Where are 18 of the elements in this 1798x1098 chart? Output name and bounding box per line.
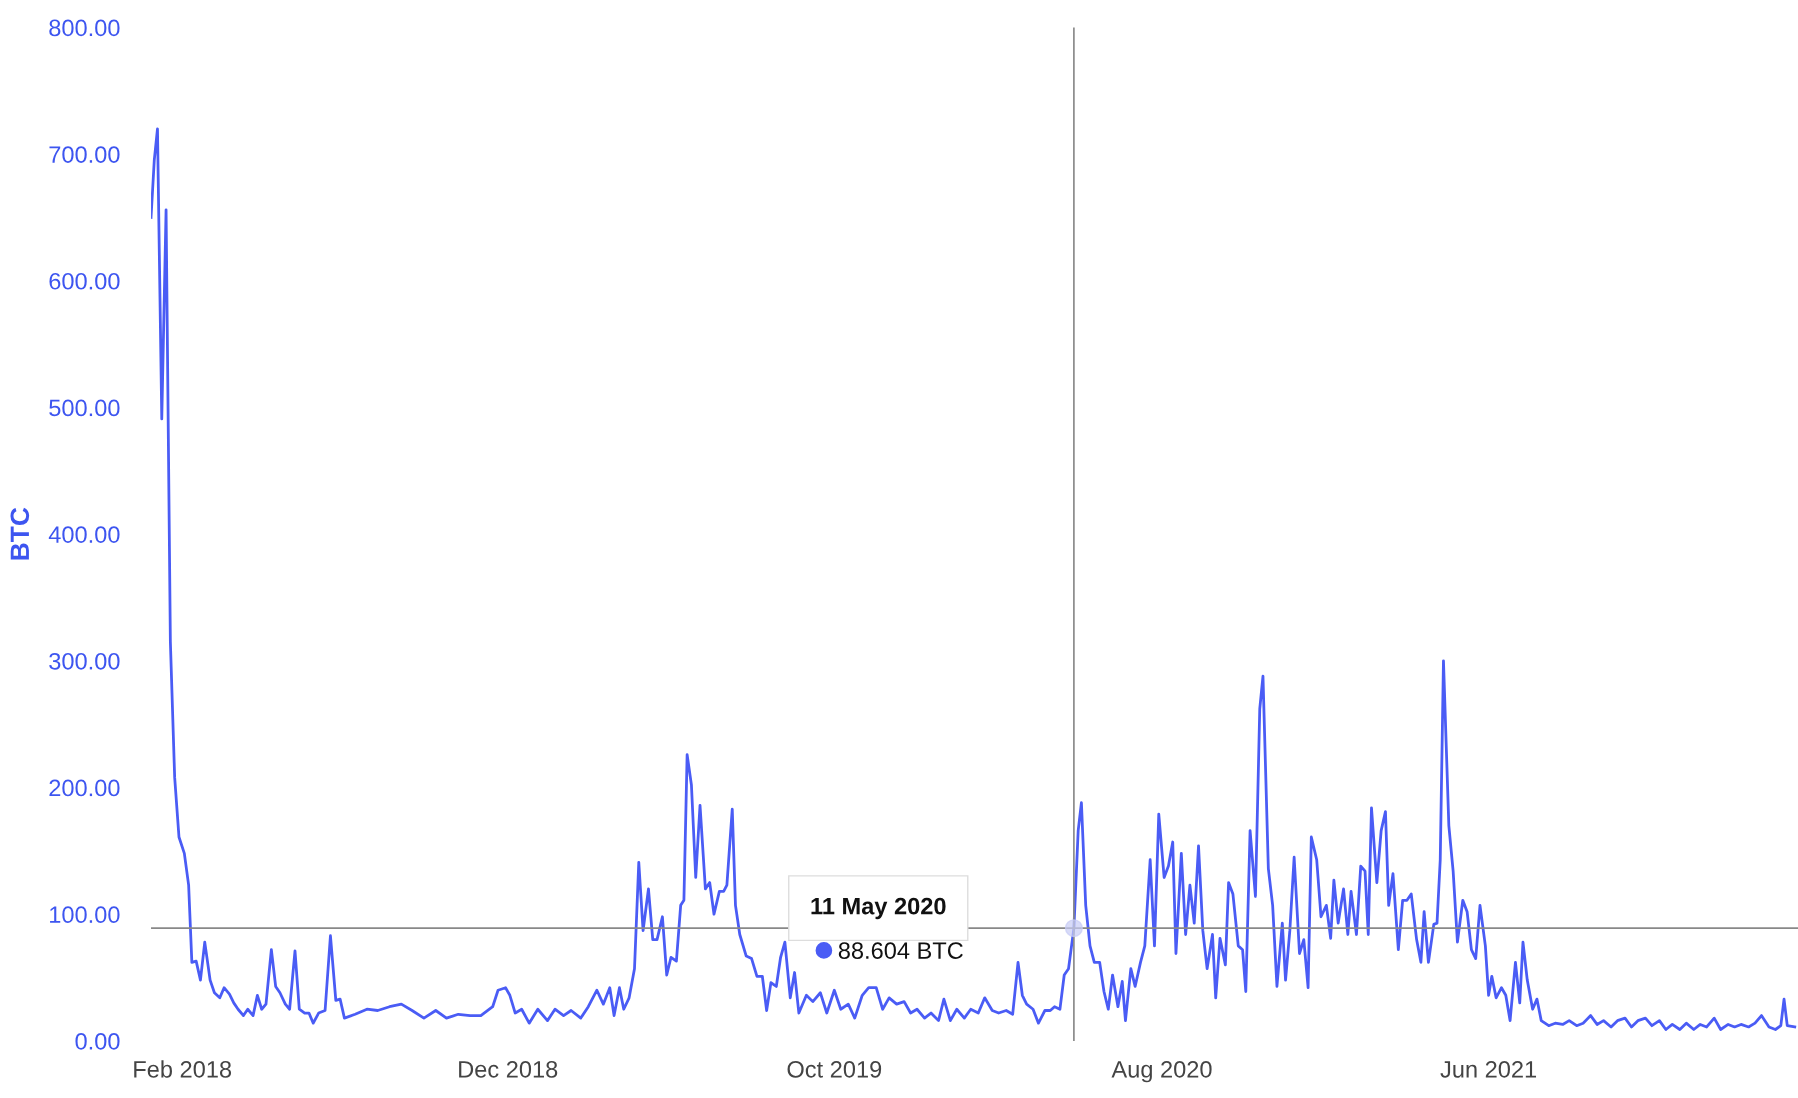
annotation: 88.604 BTC (838, 942, 963, 959)
x-tick-label: Jun 2021 (1440, 1060, 1537, 1078)
y-tick-label: 500.00 (49, 399, 120, 417)
y-tick-label: 200.00 (49, 779, 120, 797)
y-tick-label: 300.00 (49, 652, 120, 670)
x-tick-label: Oct 2019 (787, 1060, 882, 1078)
y-tick-label: 100.00 (50, 906, 120, 924)
x-tick-label: Aug 2020 (1111, 1060, 1212, 1083)
y-tick-label: 700.00 (49, 146, 120, 163)
y-axis-title: BTC (10, 507, 30, 560)
line-series (151, 127, 1797, 1031)
annotation: 11 May 2020 (811, 897, 946, 920)
y-tick-label: 0.00 (75, 1032, 120, 1050)
y-tick-label: 600.00 (49, 272, 120, 290)
y-tick-label: 400.00 (48, 526, 120, 543)
y-tick-label: 800.00 (49, 19, 120, 37)
x-tick-label: Feb 2018 (134, 1060, 232, 1078)
x-tick-label: Dec 2018 (459, 1060, 558, 1078)
